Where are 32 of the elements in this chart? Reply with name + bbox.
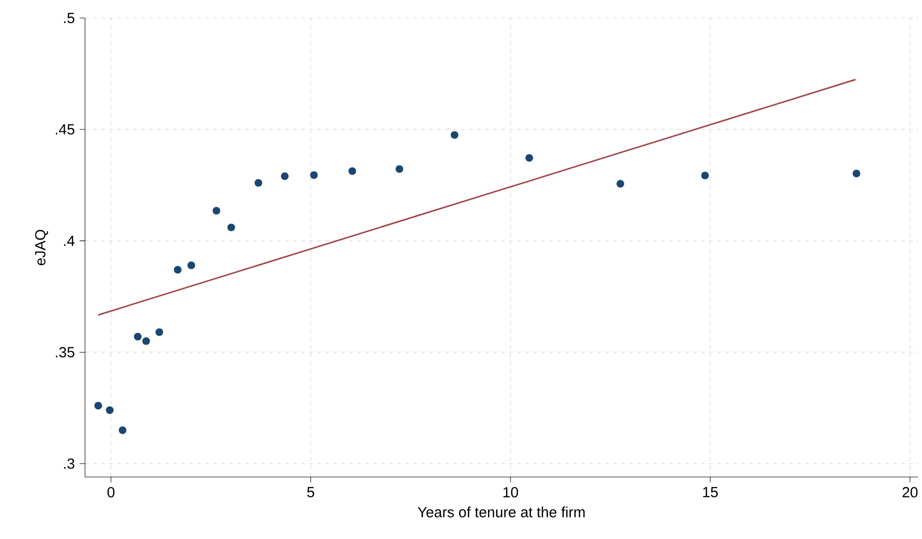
x-tick-label: 10 xyxy=(503,487,518,498)
point xyxy=(348,166,356,176)
point xyxy=(525,154,534,162)
point xyxy=(280,172,289,180)
point xyxy=(616,180,625,188)
x-tick-label: 15 xyxy=(703,487,718,498)
point xyxy=(212,206,221,215)
y-tick-label: .5 xyxy=(64,12,74,24)
x-tick-label: 5 xyxy=(307,487,314,498)
point xyxy=(310,170,318,180)
y-tick-label: .45 xyxy=(56,124,74,135)
point xyxy=(187,261,196,270)
point xyxy=(450,130,459,140)
point xyxy=(395,164,404,174)
x-axis-title: Years of tenure at the firm xyxy=(418,506,585,518)
point xyxy=(227,223,236,232)
y-tick-label: .4 xyxy=(64,236,75,246)
point xyxy=(852,169,861,178)
point xyxy=(142,336,150,346)
y-tick-label: .3 xyxy=(64,458,74,469)
point xyxy=(106,406,114,414)
point xyxy=(118,426,127,434)
point xyxy=(173,266,182,274)
point xyxy=(700,171,710,180)
point xyxy=(155,328,164,336)
y-axis-title: eJAQ xyxy=(35,230,48,266)
x-tick-label: 20 xyxy=(902,487,918,498)
x-tick-label: 0 xyxy=(107,487,114,498)
y-tick-label: .35 xyxy=(56,347,74,358)
point xyxy=(134,332,142,341)
point xyxy=(94,401,102,410)
point xyxy=(254,178,263,188)
